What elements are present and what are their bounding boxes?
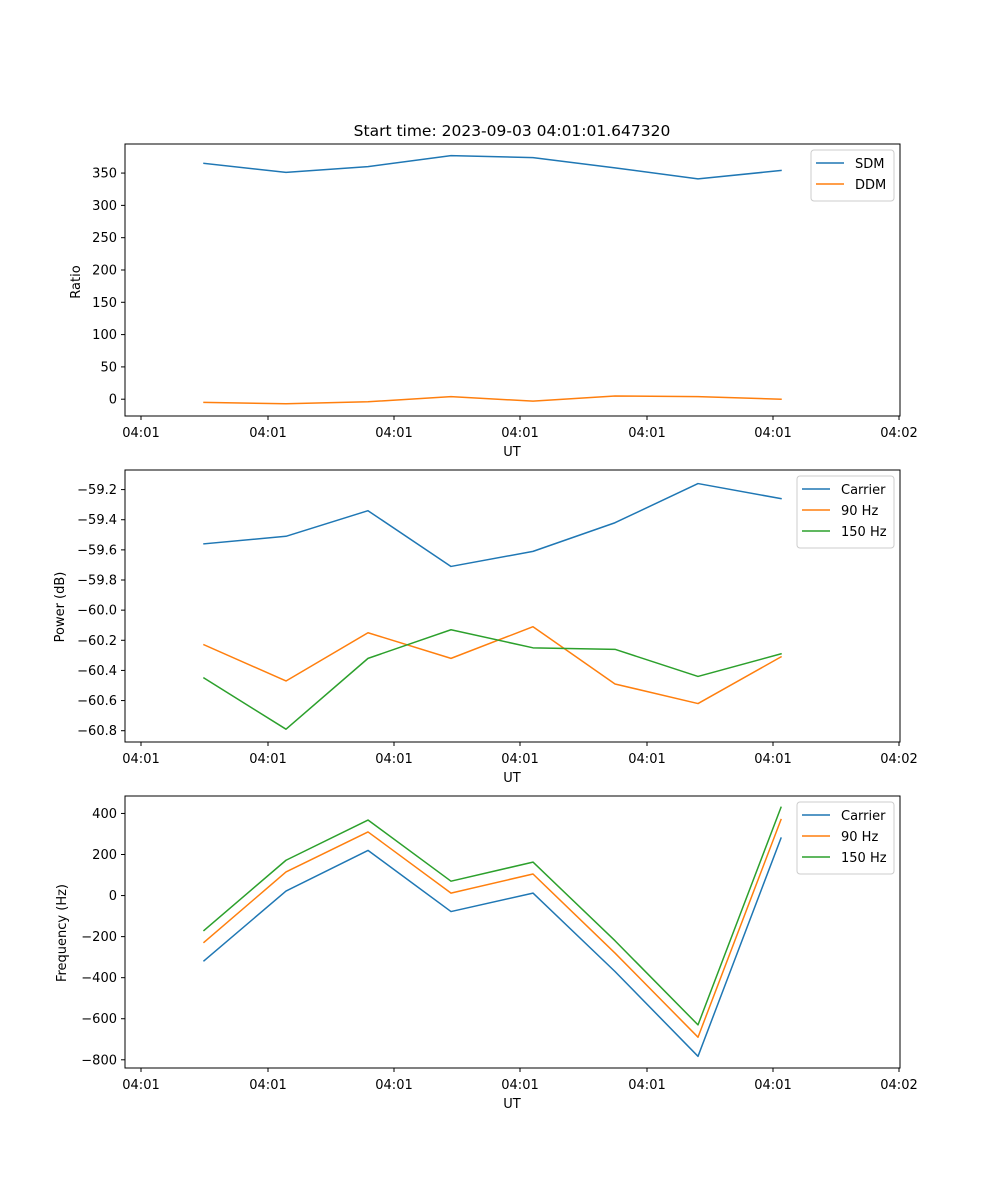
frequency-x-tick-label: 04:01 bbox=[754, 1078, 791, 1093]
power-y-tick-label: −59.4 bbox=[77, 513, 117, 528]
frequency-y-tick-label: −200 bbox=[81, 930, 117, 945]
power-y-axis-label: Power (dB) bbox=[53, 572, 68, 643]
power-y-tick-label: −60.8 bbox=[77, 724, 117, 739]
frequency-series-line-carrier bbox=[202, 837, 782, 1058]
ratio-y-tick-label: 350 bbox=[92, 167, 117, 182]
ratio-x-tick-label: 04:02 bbox=[880, 426, 917, 441]
power-series-line-carrier bbox=[203, 482, 782, 568]
power-series-line-150-hz bbox=[202, 628, 782, 730]
power-y-tick-label: −60.6 bbox=[77, 694, 117, 709]
power-axes-frame bbox=[124, 469, 901, 743]
ratio-y-tick-label: 200 bbox=[92, 263, 117, 278]
power-series-group bbox=[202, 482, 783, 730]
ratio-x-tick-label: 04:01 bbox=[375, 426, 412, 441]
power-x-tick-label: 04:01 bbox=[249, 752, 286, 767]
frequency-legend: Carrier 90 Hz 150 Hz bbox=[796, 801, 895, 875]
ratio-legend-label-ddm: DDM bbox=[855, 178, 886, 193]
frequency-x-tick-label: 04:02 bbox=[880, 1078, 917, 1093]
frequency-y-tick-label: −400 bbox=[81, 971, 117, 986]
ratio-series-line-sdm bbox=[203, 154, 782, 180]
power-y-tick-label: −59.2 bbox=[77, 483, 117, 498]
frequency-x-axis-label: UT bbox=[503, 1097, 521, 1112]
power-legend-label-carrier: Carrier bbox=[841, 483, 886, 498]
power-x-tick-label: 04:01 bbox=[122, 752, 159, 767]
ratio-x-tick-label: 04:01 bbox=[754, 426, 791, 441]
frequency-series-group bbox=[202, 806, 782, 1058]
ratio-axes-frame bbox=[124, 143, 901, 417]
power-series-line-90-hz bbox=[203, 625, 783, 705]
power-y-tick-label: −60.0 bbox=[77, 604, 117, 619]
frequency-legend-label-carrier: Carrier bbox=[841, 809, 886, 824]
frequency-legend-label-150-hz: 150 Hz bbox=[841, 851, 887, 866]
ratio-y-axis-label: Ratio bbox=[69, 265, 84, 298]
ratio-series-group bbox=[203, 154, 782, 405]
frequency-y-tick-label: 400 bbox=[92, 807, 117, 822]
ratio-x-tick-label: 04:01 bbox=[628, 426, 665, 441]
ratio-x-tick-label: 04:01 bbox=[501, 426, 538, 441]
power-legend-label-90-hz: 90 Hz bbox=[841, 504, 878, 519]
power-x-tick-label: 04:02 bbox=[880, 752, 917, 767]
power-legend-label-150-hz: 150 Hz bbox=[841, 525, 887, 540]
chart-title: Start time: 2023-09-03 04:01:01.647320 bbox=[354, 122, 671, 140]
frequency-y-tick-label: 0 bbox=[109, 889, 117, 904]
ratio-x-tick-label: 04:01 bbox=[122, 426, 159, 441]
power-x-tick-label: 04:01 bbox=[501, 752, 538, 767]
power-x-tick-label: 04:01 bbox=[754, 752, 791, 767]
power-legend: Carrier 90 Hz 150 Hz bbox=[796, 475, 895, 549]
ratio-legend-label-sdm: SDM bbox=[855, 157, 884, 172]
ratio-y-tick-label: 50 bbox=[100, 360, 117, 375]
power-legend-frame bbox=[796, 475, 895, 549]
ratio-x-axis-label: UT bbox=[503, 445, 521, 460]
power-y-tick-label: −59.8 bbox=[77, 574, 117, 589]
power-x-tick-label: 04:01 bbox=[628, 752, 665, 767]
power-panel: UT Power (dB) 04:01 04:01 04:01 04:01 04:01 0… bbox=[53, 469, 918, 786]
ratio-panel: UT Ratio 04:01 04:01 04:01 04:01 04:01 04:01 0… bbox=[69, 143, 918, 460]
frequency-y-axis-label: Frequency (Hz) bbox=[55, 884, 70, 982]
frequency-x-tick-label: 04:01 bbox=[628, 1078, 665, 1093]
ratio-x-tick-label: 04:01 bbox=[249, 426, 286, 441]
frequency-x-tick-label: 04:01 bbox=[501, 1078, 538, 1093]
ratio-series-line-ddm bbox=[203, 395, 782, 405]
ratio-y-tick-label: 300 bbox=[92, 199, 117, 214]
ratio-y-tick-label: 100 bbox=[92, 328, 117, 343]
frequency-x-tick-label: 04:01 bbox=[249, 1078, 286, 1093]
ratio-y-tick-label: 0 bbox=[109, 393, 117, 408]
power-x-tick-label: 04:01 bbox=[375, 752, 412, 767]
frequency-legend-frame bbox=[796, 801, 895, 875]
frequency-y-tick-label: −800 bbox=[81, 1053, 117, 1068]
frequency-series-line-90-hz bbox=[202, 818, 782, 1038]
ratio-y-tick-label: 150 bbox=[92, 296, 117, 311]
power-y-tick-label: −60.2 bbox=[77, 634, 117, 649]
frequency-y-tick-label: −600 bbox=[81, 1012, 117, 1027]
frequency-x-tick-label: 04:01 bbox=[375, 1078, 412, 1093]
power-y-tick-label: −60.4 bbox=[77, 664, 117, 679]
frequency-legend-label-90-hz: 90 Hz bbox=[841, 830, 878, 845]
power-x-axis-label: UT bbox=[503, 771, 521, 786]
ratio-y-tick-label: 250 bbox=[92, 231, 117, 246]
frequency-panel: UT Frequency (Hz) 04:01 04:01 04:01 04:01 04… bbox=[55, 795, 918, 1112]
frequency-series-line-150-hz bbox=[202, 806, 782, 1026]
power-y-tick-label: −59.6 bbox=[77, 543, 117, 558]
frequency-y-tick-label: 200 bbox=[92, 848, 117, 863]
ratio-legend: SDM DDM bbox=[810, 149, 895, 202]
frequency-axes-frame bbox=[124, 795, 901, 1069]
frequency-x-tick-label: 04:01 bbox=[122, 1078, 159, 1093]
